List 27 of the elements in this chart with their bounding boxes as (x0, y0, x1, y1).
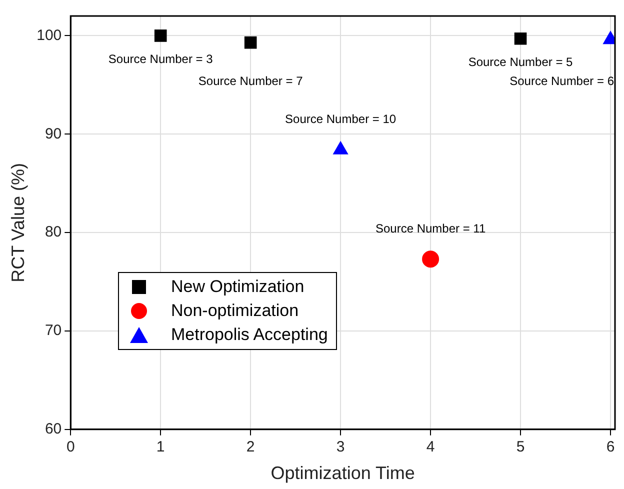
y-tick-label: 100 (36, 26, 62, 44)
annotation: Source Number = 5 (468, 54, 574, 69)
x-tick-label: 1 (156, 438, 165, 456)
x-axis-title: Optimization Time (270, 463, 415, 484)
legend-label: Metropolis Accepting (171, 325, 328, 345)
x-tick-label: 6 (606, 438, 615, 456)
y-tick-label: 60 (44, 420, 62, 438)
point (244, 36, 257, 49)
annotation: Source Number = 6 (510, 74, 614, 88)
annotation: Source Number = 7 (198, 74, 304, 88)
x-tick-label: 5 (516, 438, 525, 456)
annotation: Source Number = 11 (375, 221, 486, 236)
y-tick-label: 80 (44, 224, 62, 241)
y-tick-label: 70 (44, 322, 62, 340)
legend-label: Non-optimization (171, 301, 299, 321)
y-tick-label: 90 (44, 125, 62, 142)
x-tick-label: 3 (336, 438, 345, 456)
point (514, 32, 527, 45)
x-tick-label: 0 (66, 438, 75, 456)
legend-label: New Optimization (171, 277, 304, 297)
x-tick-label: 4 (426, 438, 435, 456)
annotation: Source Number = 10 (285, 112, 396, 126)
x-tick-label: 2 (246, 438, 255, 456)
point (154, 30, 167, 42)
point (422, 250, 440, 268)
y-axis-title: RCT Value (%) (8, 163, 28, 282)
annotation: Source Number = 3 (108, 52, 214, 66)
